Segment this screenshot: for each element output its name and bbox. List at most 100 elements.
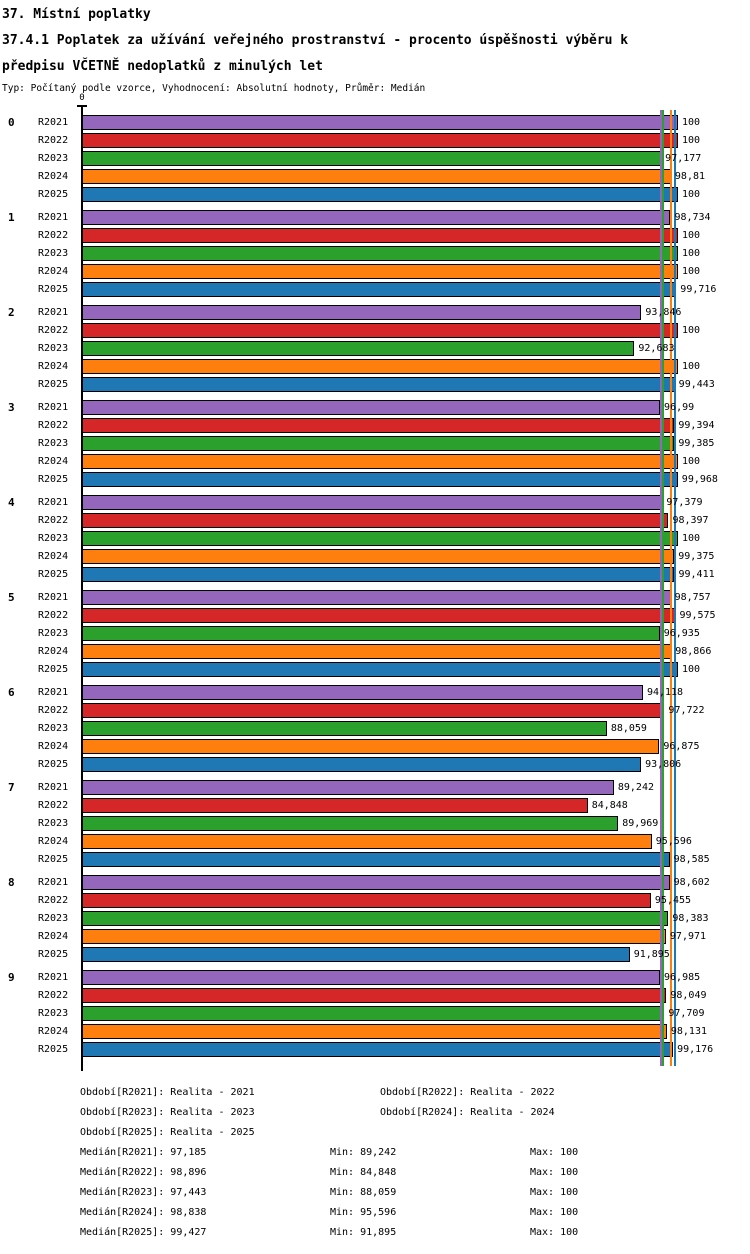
- bar-year-label: R2022: [38, 799, 69, 811]
- bar-row: R2024 99,375: [0, 547, 750, 565]
- bar-group: 5 R2021 98,757 R2022 99,575 R2023 96,935 R2024 9…: [0, 588, 750, 678]
- bar-track: 98,81: [82, 168, 750, 184]
- bar-track: 99,176: [82, 1041, 750, 1057]
- median-line-R2021: [660, 110, 663, 1066]
- legend-period-entry: Období[R2025]: Realita - 2025: [80, 1127, 255, 1138]
- bar-year-label: R2025: [38, 1043, 69, 1055]
- bar-year-label: R2025: [38, 663, 69, 675]
- bar-row: R2025 99,176: [0, 1040, 750, 1058]
- bar-row: R2025 100: [0, 660, 750, 678]
- bar-track: 95,596: [82, 833, 750, 849]
- bar-R2023: [82, 815, 619, 831]
- bar-row: R2022 95,455: [0, 891, 750, 909]
- bar-year-label: R2025: [38, 853, 69, 865]
- bar-track: 100: [82, 227, 750, 243]
- legend-period-row: Období[R2023]: Realita - 2023 Období[R202…: [0, 1104, 750, 1124]
- bar-track: 97,379: [82, 494, 750, 510]
- legend-stats-row: Medián[R2022]: 98,896 Min: 84,848 Max: 100: [0, 1164, 750, 1184]
- legend-max-entry: Max: 100: [530, 1167, 579, 1178]
- axis-origin-label: 0: [79, 93, 85, 103]
- bar-value-label: 100: [682, 532, 701, 544]
- bar-row: 7 R2021 89,242: [0, 778, 750, 796]
- bar-year-label: R2024: [38, 265, 69, 277]
- bar-value-label: 100: [682, 134, 701, 146]
- page-title: 37. Místní poplatky: [2, 7, 151, 22]
- bar-R2025: [82, 851, 670, 867]
- bar-R2021: [82, 589, 671, 605]
- bar-R2023: [82, 910, 669, 926]
- bar-value-label: 92,683: [638, 342, 675, 354]
- legend-median-entry: Medián[R2021]: 97,185: [80, 1147, 207, 1158]
- bar-value-label: 97,177: [665, 152, 702, 164]
- bar-year-label: R2023: [38, 532, 69, 544]
- bar-value-label: 95,455: [654, 894, 692, 906]
- bar-track: 92,683: [82, 340, 750, 356]
- bar-value-label: 100: [682, 188, 701, 200]
- legend-stats-row: Medián[R2023]: 97,443 Min: 88,059 Max: 100: [0, 1184, 750, 1204]
- bar-track: 100: [82, 358, 750, 374]
- bar-year-label: R2022: [38, 894, 69, 906]
- bar-row: R2024 100: [0, 357, 750, 375]
- bar-R2021: [82, 969, 661, 985]
- bar-group: 4 R2021 97,379 R2022 98,397 R2023 100 R2024 99,3…: [0, 493, 750, 583]
- bar-R2025: [82, 566, 675, 582]
- legend-stats-row: Medián[R2021]: 97,185 Min: 89,242 Max: 100: [0, 1144, 750, 1164]
- bar-track: 99,968: [82, 471, 750, 487]
- bar-track: 88,059: [82, 720, 750, 736]
- bar-year-label: R2025: [38, 568, 69, 580]
- legend-min-entry: Min: 88,059: [330, 1187, 397, 1198]
- group-label: 2: [8, 305, 15, 319]
- bar-R2025: [82, 281, 677, 297]
- bar-value-label: 89,969: [622, 817, 659, 829]
- bar-track: 84,848: [82, 797, 750, 813]
- bar-track: 100: [82, 245, 750, 261]
- bar-row: R2022 84,848: [0, 796, 750, 814]
- bar-R2021: [82, 209, 671, 225]
- bar-track: 99,375: [82, 548, 750, 564]
- bar-group: 3 R2021 96,99 R2022 99,394 R2023 99,385 R2024 10…: [0, 398, 750, 488]
- bar-value-label: 98,131: [670, 1025, 707, 1037]
- bar-row: R2023 98,383: [0, 909, 750, 927]
- bar-year-label: R2024: [38, 550, 69, 562]
- bar-year-label: R2021: [38, 116, 69, 128]
- median-line-R2025: [673, 110, 676, 1066]
- bar-row: R2022 99,575: [0, 606, 750, 624]
- bar-track: 98,734: [82, 209, 750, 225]
- bar-year-label: R2021: [38, 496, 69, 508]
- bar-R2022: [82, 417, 675, 433]
- bar-track: 97,722: [82, 702, 750, 718]
- bar-R2024: [82, 358, 678, 374]
- bar-year-label: R2024: [38, 170, 69, 182]
- bar-year-label: R2025: [38, 948, 69, 960]
- legend-period-entry: Období[R2024]: Realita - 2024: [380, 1107, 555, 1118]
- bar-row: R2025 100: [0, 185, 750, 203]
- bar-value-label: 100: [682, 455, 701, 467]
- bar-row: R2023 99,385: [0, 434, 750, 452]
- bar-group: 8 R2021 98,602 R2022 95,455 R2023 98,383 R2024 9…: [0, 873, 750, 963]
- legend-min-entry: Min: 91,895: [330, 1227, 397, 1238]
- bar-row: R2024 96,875: [0, 737, 750, 755]
- bar-row: R2022 98,049: [0, 986, 750, 1004]
- bar-value-label: 97,971: [669, 930, 707, 942]
- bar-row: 5 R2021 98,757: [0, 588, 750, 606]
- bar-track: 100: [82, 322, 750, 338]
- bar-R2025: [82, 186, 678, 202]
- bar-R2022: [82, 987, 667, 1003]
- median-line-R2023: [661, 110, 664, 1066]
- bar-row: R2022 100: [0, 131, 750, 149]
- bar-row: R2024 100: [0, 262, 750, 280]
- bar-track: 100: [82, 453, 750, 469]
- bar-year-label: R2025: [38, 378, 69, 390]
- bar-track: 93,806: [82, 756, 750, 772]
- bar-R2021: [82, 874, 670, 890]
- bar-R2024: [82, 548, 675, 564]
- bar-R2024: [82, 453, 678, 469]
- bar-row: R2023 92,683: [0, 339, 750, 357]
- bar-track: 99,411: [82, 566, 750, 582]
- bar-R2022: [82, 607, 676, 623]
- bar-track: 98,131: [82, 1023, 750, 1039]
- bar-row: R2025 93,806: [0, 755, 750, 773]
- bar-R2023: [82, 1005, 665, 1021]
- bar-row: R2024 98,131: [0, 1022, 750, 1040]
- bar-R2021: [82, 494, 663, 510]
